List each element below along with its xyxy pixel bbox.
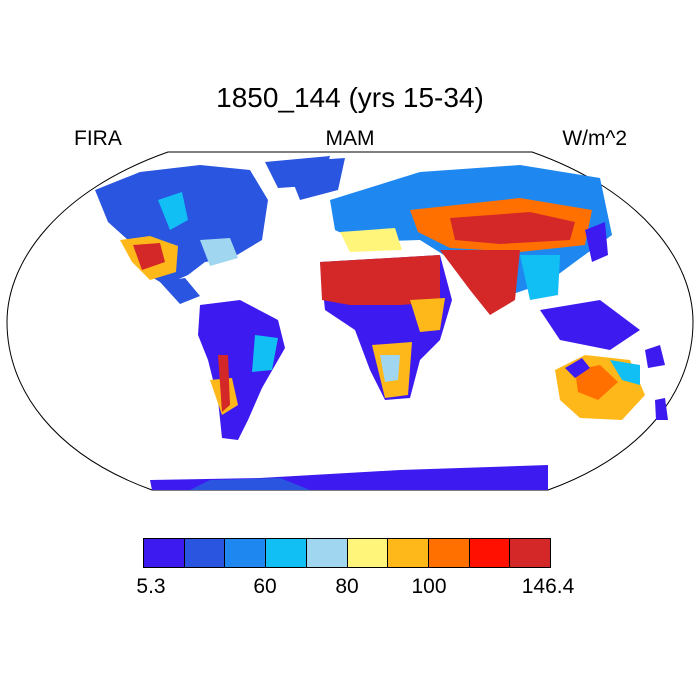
eurasia — [330, 165, 640, 350]
colorbar-tick-label: 100 — [411, 575, 447, 598]
units-label: W/m^2 — [562, 127, 627, 150]
variable-label: FIRA — [74, 127, 122, 150]
north-america — [95, 158, 345, 304]
colorbar-swatch — [144, 539, 185, 567]
south-america — [198, 300, 285, 440]
islands — [265, 156, 668, 420]
colorbar-swatch — [428, 539, 470, 567]
colorbar-tick-label: 5.3 — [136, 575, 166, 598]
australia — [555, 355, 645, 420]
colorbar — [143, 538, 551, 568]
season-label: MAM — [325, 127, 375, 150]
colorbar-swatch — [225, 539, 267, 567]
colorbar-swatch — [469, 539, 511, 567]
colorbar-swatch — [510, 539, 551, 567]
colorbar-swatch — [266, 539, 307, 567]
colorbar-swatch — [184, 539, 226, 567]
colorbar-tick-label: 146.4 — [521, 575, 575, 598]
colorbar-tick-label: 80 — [335, 575, 359, 598]
colorbar-swatch — [347, 539, 389, 567]
map-title: 1850_144 (yrs 15-34) — [216, 82, 484, 113]
antarctica — [150, 465, 548, 490]
colorbar-swatch — [388, 539, 429, 567]
colorbar-tick-label: 60 — [253, 575, 277, 598]
colorbar-swatch — [306, 539, 348, 567]
africa — [320, 255, 452, 400]
